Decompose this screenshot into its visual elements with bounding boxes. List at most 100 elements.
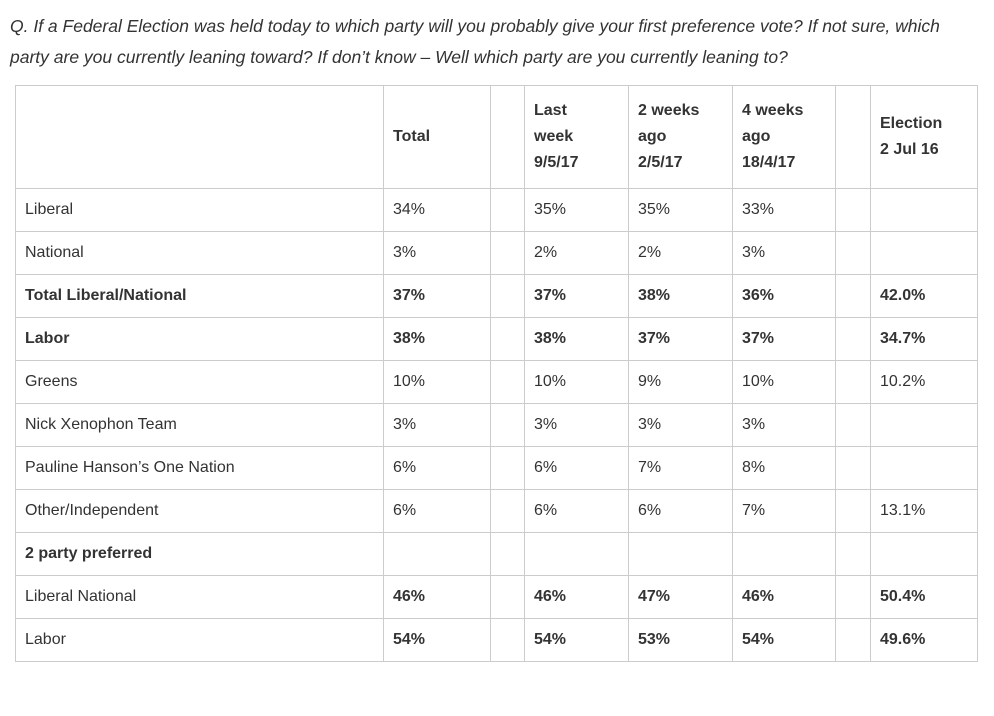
cell-four-weeks: 10% [732, 360, 836, 404]
cell-four-weeks: 33% [732, 188, 836, 232]
cell-spacer [490, 575, 525, 619]
cell-total: 6% [383, 489, 491, 533]
cell-election [870, 532, 978, 576]
cell-four-weeks: 54% [732, 618, 836, 662]
cell-election [870, 231, 978, 275]
cell-spacer [835, 317, 871, 361]
header-last-week: Last week 9/5/17 [524, 85, 629, 189]
cell-spacer [490, 274, 525, 318]
cell-spacer [835, 188, 871, 232]
row-label: Total Liberal/National [15, 274, 384, 318]
cell-spacer [490, 446, 525, 490]
cell-spacer [490, 489, 525, 533]
cell-spacer [490, 403, 525, 447]
cell-total: 34% [383, 188, 491, 232]
cell-total: 46% [383, 575, 491, 619]
header-total: Total [383, 85, 491, 189]
cell-four-weeks: 37% [732, 317, 836, 361]
cell-spacer [835, 446, 871, 490]
header-party [15, 85, 384, 189]
cell-election [870, 188, 978, 232]
cell-last-week: 46% [524, 575, 629, 619]
cell-last-week: 2% [524, 231, 629, 275]
table-row-other-independent: Other/Independent 6% 6% 6% 7% 13.1% [15, 489, 978, 533]
cell-two-weeks: 6% [628, 489, 733, 533]
row-label: National [15, 231, 384, 275]
cell-spacer [835, 274, 871, 318]
cell-four-weeks: 46% [732, 575, 836, 619]
table-row-national: National 3% 2% 2% 3% [15, 231, 978, 275]
table-row-nick-xenophon-team: Nick Xenophon Team 3% 3% 3% 3% [15, 403, 978, 447]
row-label: Greens [15, 360, 384, 404]
cell-last-week: 37% [524, 274, 629, 318]
cell-last-week [524, 532, 629, 576]
poll-results-table: Total Last week 9/5/17 2 weeks ago 2/5/1… [15, 85, 978, 662]
header-two-weeks-ago: 2 weeks ago 2/5/17 [628, 85, 733, 189]
cell-spacer [835, 575, 871, 619]
poll-question: Q. If a Federal Election was held today … [10, 16, 940, 67]
cell-total: 54% [383, 618, 491, 662]
row-label: Labor [15, 317, 384, 361]
header-four-weeks-ago: 4 weeks ago 18/4/17 [732, 85, 836, 189]
cell-total: 37% [383, 274, 491, 318]
header-election: Election 2 Jul 16 [870, 85, 978, 189]
cell-last-week: 6% [524, 489, 629, 533]
cell-four-weeks: 3% [732, 231, 836, 275]
row-label: Liberal National [15, 575, 384, 619]
cell-spacer [835, 489, 871, 533]
cell-four-weeks: 8% [732, 446, 836, 490]
cell-spacer [490, 532, 525, 576]
cell-election: 49.6% [870, 618, 978, 662]
cell-two-weeks: 9% [628, 360, 733, 404]
table-row-one-nation: Pauline Hanson’s One Nation 6% 6% 7% 8% [15, 446, 978, 490]
cell-election: 50.4% [870, 575, 978, 619]
cell-election: 13.1% [870, 489, 978, 533]
table-row-2pp-labor: Labor 54% 54% 53% 54% 49.6% [15, 618, 978, 662]
row-label: Labor [15, 618, 384, 662]
cell-last-week: 6% [524, 446, 629, 490]
table-row-liberal: Liberal 34% 35% 35% 33% [15, 188, 978, 232]
cell-total: 38% [383, 317, 491, 361]
cell-election [870, 403, 978, 447]
table-row-2pp-liberal-national: Liberal National 46% 46% 47% 46% 50.4% [15, 575, 978, 619]
table-row-total-liberal-national: Total Liberal/National 37% 37% 38% 36% 4… [15, 274, 978, 318]
cell-spacer [490, 188, 525, 232]
cell-four-weeks: 36% [732, 274, 836, 318]
row-label: 2 party preferred [15, 532, 384, 576]
cell-total: 3% [383, 231, 491, 275]
cell-two-weeks: 37% [628, 317, 733, 361]
cell-four-weeks [732, 532, 836, 576]
cell-spacer [835, 532, 871, 576]
cell-last-week: 3% [524, 403, 629, 447]
cell-last-week: 35% [524, 188, 629, 232]
table-row-greens: Greens 10% 10% 9% 10% 10.2% [15, 360, 978, 404]
cell-last-week: 38% [524, 317, 629, 361]
cell-spacer [835, 360, 871, 404]
row-label: Nick Xenophon Team [15, 403, 384, 447]
cell-total: 3% [383, 403, 491, 447]
table-row-labor: Labor 38% 38% 37% 37% 34.7% [15, 317, 978, 361]
cell-two-weeks: 47% [628, 575, 733, 619]
cell-four-weeks: 7% [732, 489, 836, 533]
cell-last-week: 54% [524, 618, 629, 662]
cell-total: 6% [383, 446, 491, 490]
cell-spacer [490, 231, 525, 275]
cell-spacer [835, 231, 871, 275]
cell-two-weeks: 7% [628, 446, 733, 490]
cell-election [870, 446, 978, 490]
cell-two-weeks: 53% [628, 618, 733, 662]
cell-two-weeks: 2% [628, 231, 733, 275]
cell-spacer [490, 317, 525, 361]
cell-total [383, 532, 491, 576]
cell-election: 42.0% [870, 274, 978, 318]
header-row: Total Last week 9/5/17 2 weeks ago 2/5/1… [15, 85, 978, 189]
cell-two-weeks: 3% [628, 403, 733, 447]
cell-two-weeks [628, 532, 733, 576]
cell-spacer [490, 360, 525, 404]
cell-two-weeks: 35% [628, 188, 733, 232]
cell-spacer [835, 403, 871, 447]
cell-last-week: 10% [524, 360, 629, 404]
header-spacer-1 [490, 85, 525, 189]
header-spacer-2 [835, 85, 871, 189]
